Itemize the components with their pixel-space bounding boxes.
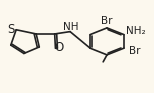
Text: NH₂: NH₂	[126, 26, 145, 36]
Text: O: O	[54, 41, 63, 54]
Text: Br: Br	[129, 46, 141, 56]
Text: S: S	[7, 23, 14, 36]
Text: Br: Br	[101, 16, 112, 26]
Text: NH: NH	[63, 22, 78, 32]
